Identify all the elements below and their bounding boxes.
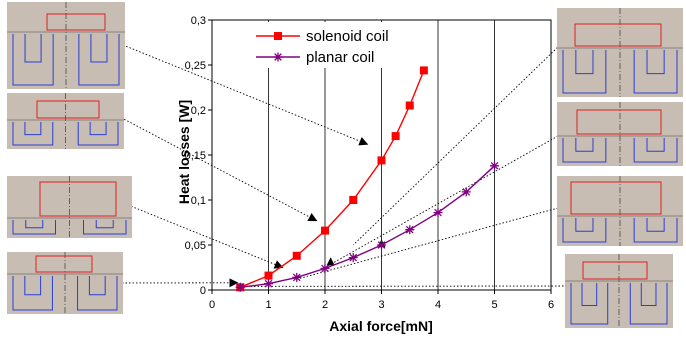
y-axis-label: Heat losses [W] <box>176 100 192 204</box>
inset-core-right <box>83 220 127 235</box>
inset-images <box>7 2 683 328</box>
solenoid-coil-point <box>321 226 329 235</box>
left-leader-line <box>117 115 318 222</box>
solenoid-coil-point <box>391 132 400 141</box>
solenoid-coil-point <box>349 196 358 204</box>
planar-coil-point <box>235 282 245 292</box>
inset-coil-outline <box>35 255 93 273</box>
planar-coil-line <box>240 165 495 288</box>
y-tick-label: 0,15 <box>185 150 206 162</box>
solenoid-coil-line <box>239 70 425 288</box>
inset-core-right <box>633 138 678 163</box>
y-tick-label: 0,1 <box>191 195 206 207</box>
inset-core-left <box>562 50 607 94</box>
inset-coil-outline <box>574 23 662 47</box>
y-tick-label: 0,25 <box>185 60 206 72</box>
planar-coil-point <box>348 253 358 263</box>
x-axis-label: Axial force[mN] <box>329 318 432 334</box>
right-leader-line <box>352 44 561 246</box>
inset-coil-outline <box>46 13 106 31</box>
planar-coil-point <box>490 161 499 171</box>
y-tick-label: 0,3 <box>191 15 206 27</box>
solenoid-coil-legend-marker <box>274 32 282 40</box>
solenoid-coil-point <box>264 271 273 280</box>
right-inset-1 <box>557 8 683 97</box>
inset-core-right <box>633 50 678 94</box>
inset-core-right <box>633 218 678 243</box>
inset-core-left <box>12 220 56 235</box>
inset-coil-outline <box>582 261 648 280</box>
left-leader-line <box>127 204 284 269</box>
x-tick-label: 2 <box>322 299 328 311</box>
solenoid-coil-point <box>419 66 428 75</box>
right-inset-2 <box>557 102 683 166</box>
inset-coil-outline <box>576 109 662 135</box>
inset-core-right <box>77 276 118 311</box>
right-inset-3 <box>557 176 683 246</box>
x-tick-label: 4 <box>435 299 441 311</box>
planar-coil-legend-label: planar coil <box>306 49 374 66</box>
inset-coil-outline <box>570 181 662 215</box>
y-tick-label: 0 <box>200 285 206 297</box>
inset-core-right <box>77 122 119 146</box>
inset-core-left <box>12 276 53 311</box>
left-inset-2 <box>7 93 124 149</box>
x-tick-label: 0 <box>209 299 215 311</box>
planar-coil-point <box>461 187 471 197</box>
planar-coil-point <box>377 240 386 250</box>
planar-coil-point <box>433 208 443 218</box>
solenoid-coil-point <box>405 101 414 110</box>
solenoid-coil-point <box>292 251 301 260</box>
planar-coil-point <box>292 272 302 282</box>
leader-arrowhead <box>326 257 335 266</box>
solenoid-coil-legend-label: solenoid coil <box>306 28 389 45</box>
solenoid-coil-point <box>377 156 386 165</box>
left-inset-1 <box>7 2 125 89</box>
x-tick-label: 6 <box>548 299 554 311</box>
x-tick-label: 5 <box>491 299 497 311</box>
x-tick-label: 1 <box>265 299 271 311</box>
planar-coil-point <box>405 225 415 235</box>
planar-coil-point <box>264 279 273 289</box>
x-tick-label: 3 <box>378 299 384 311</box>
chart-series <box>235 66 499 292</box>
inset-core-left <box>12 122 54 146</box>
inset-core-left <box>562 218 607 243</box>
inset-core-left <box>570 283 609 325</box>
left-inset-4 <box>7 252 123 314</box>
inset-core-left <box>562 138 607 163</box>
y-tick-label: 0,2 <box>191 105 206 117</box>
left-inset-3 <box>7 176 132 238</box>
right-inset-4 <box>565 254 673 328</box>
inset-coil-outline <box>39 181 117 217</box>
inset-coil-outline <box>36 100 100 119</box>
inset-core-right <box>78 34 120 86</box>
planar-coil-point <box>320 263 330 273</box>
inset-core-right <box>629 283 668 325</box>
planar-coil-legend-marker <box>273 52 283 62</box>
chart-legend: solenoid coil planar coil <box>250 22 420 68</box>
inset-core-left <box>12 34 54 86</box>
chart-axes: 0 1 2 3 4 5 6 0 0,05 0,1 0,15 0,2 0,25 0,3 <box>185 15 554 311</box>
right-leader-line <box>324 135 559 268</box>
y-tick-label: 0,05 <box>185 240 206 252</box>
